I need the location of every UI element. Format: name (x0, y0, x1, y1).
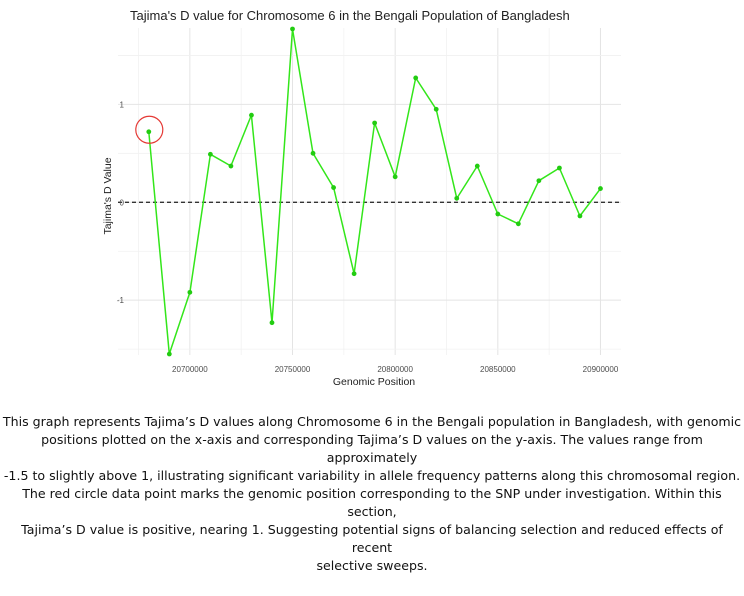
y-tick-label: -1 (117, 296, 125, 305)
data-point (331, 185, 336, 190)
data-point (249, 112, 254, 118)
data-point (269, 320, 275, 326)
x-tick-label: 20850000 (480, 365, 516, 374)
data-point (228, 163, 234, 169)
data-point (433, 106, 439, 112)
tajima-d-chart: Tajima's D value for Chromosome 6 in the… (102, 8, 621, 388)
caption-line: This graph represents Tajima’s D values … (2, 414, 742, 429)
series-line (148, 28, 602, 355)
data-point (495, 211, 501, 217)
grid (118, 28, 621, 355)
data-point (372, 120, 378, 126)
x-tick-label: 20700000 (172, 365, 208, 374)
x-tick-labels: 20700000 20750000 20800000 20850000 20900000 (172, 365, 619, 374)
data-point (577, 213, 583, 219)
data-point (166, 351, 172, 357)
highlight-layer (135, 115, 164, 144)
caption-line: selective sweeps. (316, 558, 428, 573)
data-point (454, 195, 460, 201)
y-tick-labels: -1 0 1 (117, 100, 125, 305)
data-points (146, 26, 603, 357)
data-point (290, 26, 295, 32)
data-point (207, 151, 213, 157)
tajima-d-line (148, 28, 602, 355)
caption-paragraph-2: The red circle data point marks the geno… (0, 485, 744, 575)
data-point (146, 129, 152, 135)
x-tick-label: 20800000 (377, 365, 413, 374)
caption-line: The red circle data point marks the geno… (22, 486, 722, 519)
chart-title: Tajima's D value for Chromosome 6 in the… (130, 8, 570, 23)
x-tick-label: 20750000 (275, 365, 311, 374)
data-point (413, 75, 419, 81)
caption-line: positions plotted on the x-axis and corr… (41, 432, 703, 465)
y-tick-label: 0 (120, 198, 125, 207)
caption-paragraph-1: This graph represents Tajima’s D values … (0, 413, 744, 485)
data-point (515, 221, 521, 227)
data-point (536, 178, 542, 184)
data-point (187, 289, 193, 295)
y-axis-label: Tajima's D Value (102, 157, 114, 234)
data-point (557, 165, 562, 171)
data-point (392, 174, 398, 180)
caption-line: Tajima’s D value is positive, nearing 1.… (21, 522, 723, 555)
caption-line: -1.5 to slightly above 1, illustrating s… (3, 468, 741, 483)
highlight-circle (135, 115, 164, 144)
data-point (310, 150, 316, 156)
data-point (351, 271, 357, 277)
y-tick-label: 1 (120, 100, 125, 109)
data-point (598, 186, 603, 191)
x-tick-label: 20900000 (583, 365, 619, 374)
x-axis-label: Genomic Position (333, 376, 415, 388)
data-point (474, 163, 480, 169)
